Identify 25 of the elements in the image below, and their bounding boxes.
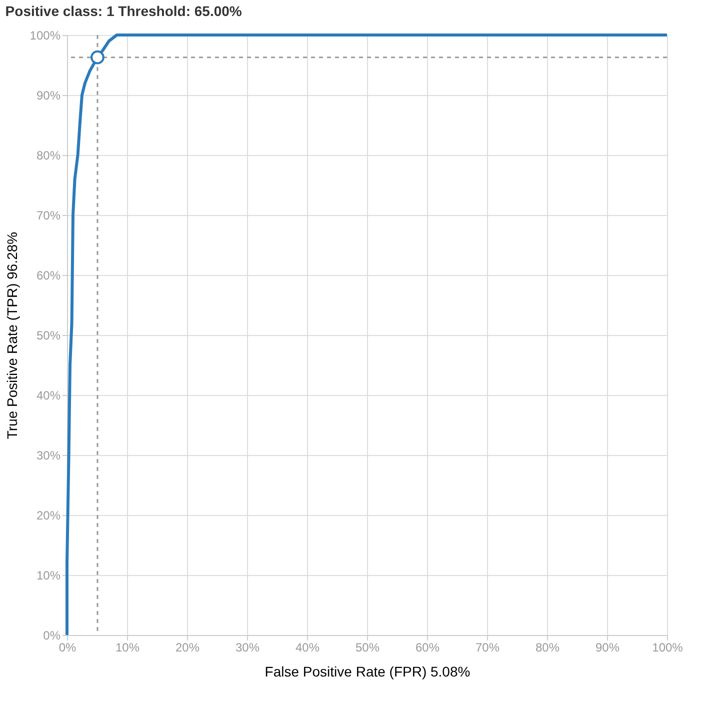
y-tick-label: 20% (36, 508, 61, 522)
y-tick-label: 90% (36, 88, 61, 102)
x-tick-label: 0% (58, 640, 76, 654)
y-tick-label: 0% (43, 628, 61, 642)
y-tick-label: 30% (36, 448, 61, 462)
x-tick-label: 100% (652, 640, 684, 654)
y-tick-label: 70% (36, 208, 61, 222)
x-tick-label: 30% (235, 640, 260, 654)
y-tick-label: 80% (36, 148, 61, 162)
y-tick-label: 40% (36, 388, 61, 402)
x-tick-label: 50% (355, 640, 380, 654)
y-tick-label: 50% (36, 328, 61, 342)
y-tick-label: 60% (36, 268, 61, 282)
x-tick-label: 80% (535, 640, 560, 654)
x-tick-label: 90% (595, 640, 620, 654)
y-tick-label: 10% (36, 568, 61, 582)
chart-title: Positive class: 1 Threshold: 65.00% (5, 3, 242, 19)
y-tick-label: 100% (30, 28, 61, 42)
x-axis-title: False Positive Rate (FPR) 5.08% (264, 664, 470, 680)
x-tick-label: 20% (175, 640, 200, 654)
x-tick-label: 60% (415, 640, 440, 654)
y-axis-title: True Positive Rate (TPR) 96.28% (4, 232, 20, 440)
x-tick-label: 40% (295, 640, 320, 654)
x-tick-label: 10% (115, 640, 140, 654)
x-tick-label: 70% (475, 640, 500, 654)
